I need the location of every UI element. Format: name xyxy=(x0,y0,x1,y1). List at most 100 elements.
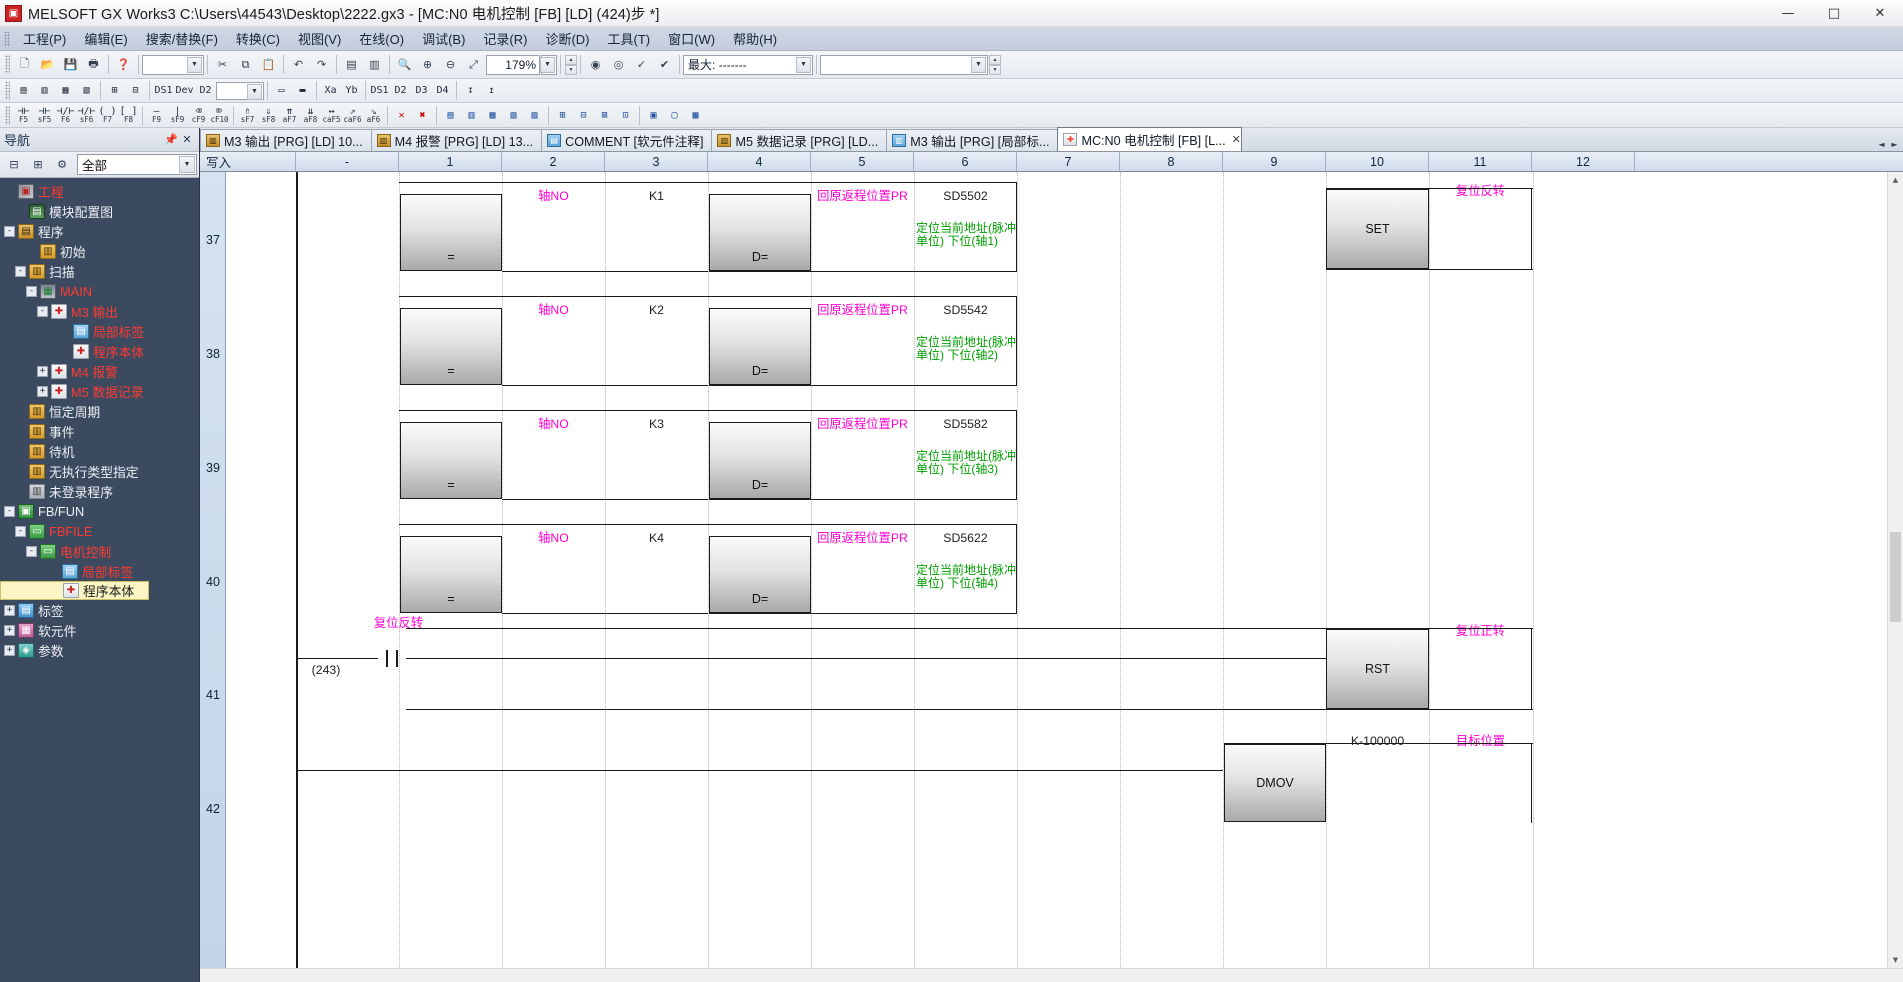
ladder-symbol-delete[interactable]: ✖ xyxy=(419,109,426,121)
monitor-stop-icon[interactable]: ◎ xyxy=(613,58,624,71)
expand-icon[interactable]: + xyxy=(37,385,48,397)
expand-icon[interactable]: + xyxy=(4,644,15,656)
statement-icon[interactable]: Xa xyxy=(324,85,337,96)
toolbar-grip[interactable] xyxy=(5,55,10,74)
tree-item-7[interactable]: ▤ 局部标签 xyxy=(0,321,199,341)
compare-block-equal[interactable]: = xyxy=(400,308,502,385)
ladder-tool-icon[interactable]: ▧ xyxy=(83,85,90,96)
ladder-symbol-blk3[interactable]: ⊠ xyxy=(601,109,608,121)
ladder-symbol-no-contact-par[interactable]: ⊣⊢ sF5 xyxy=(37,105,52,124)
maximize-button[interactable]: □ xyxy=(1827,6,1841,21)
compile-icon[interactable]: ▤ xyxy=(346,58,357,71)
collapse-icon[interactable]: - xyxy=(26,285,37,297)
device-ref-icon[interactable]: D3 xyxy=(415,85,428,96)
compare-block-dequal[interactable]: D= xyxy=(709,194,811,271)
compile-all-icon[interactable]: ▥ xyxy=(369,58,380,71)
expand-icon[interactable]: + xyxy=(4,624,15,636)
close-button[interactable]: ✕ xyxy=(1874,6,1886,21)
max-step-combo[interactable]: 最大: ------- ▼ xyxy=(683,54,813,75)
zoom-level[interactable]: 179% xyxy=(486,54,540,75)
compare-block-dequal[interactable]: D= xyxy=(709,308,811,385)
minimize-button[interactable]: — xyxy=(1781,6,1795,21)
ladder-symbol-no-contact[interactable]: ⊣⊢ F5 xyxy=(17,105,30,124)
tree-item-8[interactable]: ✚ 程序本体 xyxy=(0,341,199,361)
ladder-symbol-pulse-rise[interactable]: ⇑ sF7 xyxy=(240,105,255,124)
ladder-symbol-cut[interactable]: ✕ xyxy=(398,109,405,121)
menu-item-window[interactable]: 窗口(W) xyxy=(668,32,716,47)
tree-item-20[interactable]: ✚ 程序本体 xyxy=(0,581,149,600)
step-spinner[interactable]: ▲ ▼ xyxy=(565,54,577,75)
tree-item-2[interactable]: - ▤ 程序 xyxy=(0,221,199,241)
tree-item-6[interactable]: - ✚ M3 输出 xyxy=(0,301,199,321)
tree-item-10[interactable]: + ✚ M5 数据记录 xyxy=(0,381,199,401)
ladder-symbol-coil[interactable]: ( ) F7 xyxy=(98,105,117,124)
menu-item-project[interactable]: 工程(P) xyxy=(23,32,67,47)
ladder-symbol-pulse-fall-par[interactable]: ⇊ aF8 xyxy=(303,105,318,124)
device-combo[interactable]: ▼ xyxy=(142,54,204,75)
collapse-icon[interactable]: - xyxy=(4,505,15,517)
collapse-icon[interactable]: - xyxy=(15,525,26,537)
editor-tab-0[interactable]: ▥ M3 输出 [PRG] [LD] 10... xyxy=(200,129,372,151)
chevron-down-icon[interactable]: ▼ xyxy=(796,56,811,73)
jump-back-icon[interactable]: ↥ xyxy=(488,85,495,96)
help-icon[interactable]: ❓ xyxy=(116,58,131,71)
tree-item-11[interactable]: ▥ 恒定周期 xyxy=(0,401,199,421)
ladder-symbol-del-hline[interactable]: ⌫ cF9 xyxy=(191,105,206,124)
menu-item-view[interactable]: 视图(V) xyxy=(297,32,342,47)
expand-icon[interactable]: + xyxy=(4,604,15,616)
chevron-down-icon[interactable]: ▼ xyxy=(187,56,202,73)
pin-icon[interactable]: 📌 xyxy=(164,133,178,146)
ladder-symbol-misc3[interactable]: ▩ xyxy=(692,109,699,121)
zoom-fit-icon[interactable]: ⤢ xyxy=(469,57,478,71)
collapse-all-icon[interactable]: ⊟ xyxy=(9,158,19,171)
ladder-tool-icon[interactable]: ⊟ xyxy=(132,85,139,96)
zoom-combo[interactable]: ▼ xyxy=(540,54,557,75)
menu-item-search[interactable]: 搜索/替换(F) xyxy=(145,32,218,47)
ladder-tool-icon[interactable]: DS1 xyxy=(154,85,173,96)
editor-tab-4[interactable]: ▥ M3 输出 [PRG] [局部标... xyxy=(886,129,1059,151)
compare-block-dequal[interactable]: D= xyxy=(709,536,811,613)
compare-block-equal[interactable]: = xyxy=(400,536,502,613)
tree-item-3[interactable]: ▥ 初始 xyxy=(0,241,199,261)
chevron-down-icon[interactable]: ▼ xyxy=(540,56,555,73)
tree-item-4[interactable]: - ▥ 扫描 xyxy=(0,261,199,281)
collapse-icon[interactable]: - xyxy=(15,265,26,277)
ladder-symbol-hline[interactable]: — F9 xyxy=(151,105,162,124)
menu-item-convert[interactable]: 转换(C) xyxy=(235,32,280,47)
ladder-symbol-blk1[interactable]: ⊞ xyxy=(559,109,566,121)
collapse-icon[interactable]: - xyxy=(37,305,48,317)
ladder-symbol-misc1[interactable]: ▣ xyxy=(650,109,657,121)
open-icon[interactable]: 📂 xyxy=(40,58,55,71)
gear-icon[interactable]: ⚙ xyxy=(57,158,67,171)
device-list-icon[interactable]: DS1 xyxy=(370,85,389,96)
paste-icon[interactable]: 📋 xyxy=(261,58,276,71)
new-icon[interactable]: 🗋 xyxy=(20,57,29,70)
watch-spinner[interactable]: ▲ ▼ xyxy=(989,54,1001,75)
chevron-down-icon[interactable]: ▼ xyxy=(971,56,986,73)
ladder-symbol-instruction[interactable]: [ ] F8 xyxy=(119,105,138,124)
compare-block-equal[interactable]: = xyxy=(400,422,502,499)
tree-item-17[interactable]: - ▭ FBFILE xyxy=(0,521,199,541)
tree-item-23[interactable]: + ◈ 参数 xyxy=(0,640,199,660)
ladder-symbol-del-vline[interactable]: ⌦ cF10 xyxy=(210,105,229,124)
toolbar-grip[interactable] xyxy=(5,105,10,125)
editor-tab-3[interactable]: ▥ M5 数据记录 [PRG] [LD... xyxy=(711,129,888,151)
menu-item-tool[interactable]: 工具(T) xyxy=(607,32,651,47)
ladder-symbol-nc-contact-par[interactable]: ⊣/⊢ sF6 xyxy=(77,105,96,124)
chevron-down-icon[interactable]: ▼ xyxy=(247,83,262,100)
menu-grip[interactable] xyxy=(4,30,10,47)
set-coil-block[interactable]: SET xyxy=(1326,189,1429,269)
menu-item-debug[interactable]: 调试(B) xyxy=(422,32,466,47)
print-icon[interactable]: 🖶 xyxy=(88,57,99,70)
monitor-write-icon[interactable]: ✓ xyxy=(636,58,647,71)
no-contact-41[interactable] xyxy=(378,644,406,672)
rst-coil-block[interactable]: RST xyxy=(1326,629,1429,709)
ladder-symbol-nc-contact[interactable]: ⊣/⊢ F6 xyxy=(56,105,75,124)
monitor-start-icon[interactable]: ◉ xyxy=(590,58,601,71)
editor-tab-2[interactable]: ▤ COMMENT [软元件注释] xyxy=(541,129,713,151)
ladder-symbol-vline[interactable]: | sF9 xyxy=(170,105,185,124)
ladder-tool-icon[interactable]: D2 xyxy=(199,85,212,96)
undo-icon[interactable]: ↶ xyxy=(293,58,304,71)
ladder-symbol-fall-out[interactable]: ⇘ aF6 xyxy=(366,105,381,124)
tab-close-icon[interactable]: ✕ xyxy=(1231,133,1241,146)
